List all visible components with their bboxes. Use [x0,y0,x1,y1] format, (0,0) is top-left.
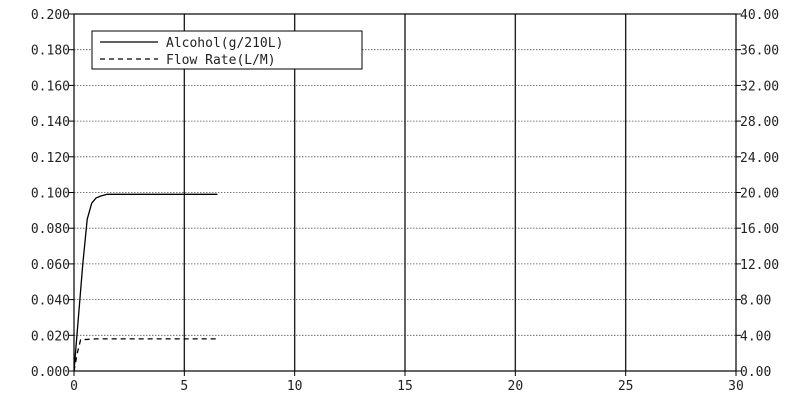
y-tick-label: 0.060 [31,258,70,273]
x-tick-label: 20 [508,379,524,394]
y2-tick-label: 24.00 [740,151,779,166]
series-alcohol-line [73,193,218,372]
y2-tick-label: 28.00 [740,115,779,130]
y-tick-label: 0.120 [31,151,70,166]
y2-tick-label: 16.00 [740,222,779,237]
x-tick-label: 5 [180,379,188,394]
x-tick-label: 25 [618,379,634,394]
left-axis-ticks: 0.000 0.020 0.040 0.060 0.080 0.100 0.120 0.140… [31,8,74,380]
y-tick-label: 0.160 [31,79,70,94]
y2-tick-label: 8.00 [740,294,771,309]
right-axis-ticks: 0.00 4.00 8.00 12.00 16.00 20.00 24.00 28.00 32.… [736,8,779,380]
x-tick-label: 0 [70,379,78,394]
x-axis-ticks: 0 5 10 15 20 25 30 [70,371,744,394]
y-tick-label: 0.080 [31,222,70,237]
y-tick-label: 0.000 [31,365,70,380]
x-tick-label: 15 [397,379,413,394]
legend-box [91,30,363,70]
y2-tick-label: 12.00 [740,258,779,273]
x-tick-label: 30 [728,379,744,394]
series-layer [73,193,218,372]
y-tick-label: 0.040 [31,294,70,309]
legend-label-alcohol: Alcohol(g/210L) [166,36,283,51]
legend-label-flow-rate: Flow Rate(L/M) [166,53,276,68]
y-tick-label: 0.140 [31,115,70,130]
y2-tick-label: 40.00 [740,8,779,23]
y2-tick-label: 4.00 [740,329,771,344]
series-flow-rate-line [73,338,218,372]
y2-tick-label: 0.00 [740,365,771,380]
x-tick-label: 10 [287,379,303,394]
y2-tick-label: 20.00 [740,187,779,202]
y-tick-label: 0.020 [31,329,70,344]
grid-layer [74,14,736,371]
y-tick-label: 0.100 [31,187,70,202]
y-tick-label: 0.180 [31,44,70,59]
y2-tick-label: 32.00 [740,79,779,94]
y-tick-label: 0.200 [31,8,70,23]
y2-tick-label: 36.00 [740,44,779,59]
legend: Alcohol(g/210L) Flow Rate(L/M) [91,30,363,70]
